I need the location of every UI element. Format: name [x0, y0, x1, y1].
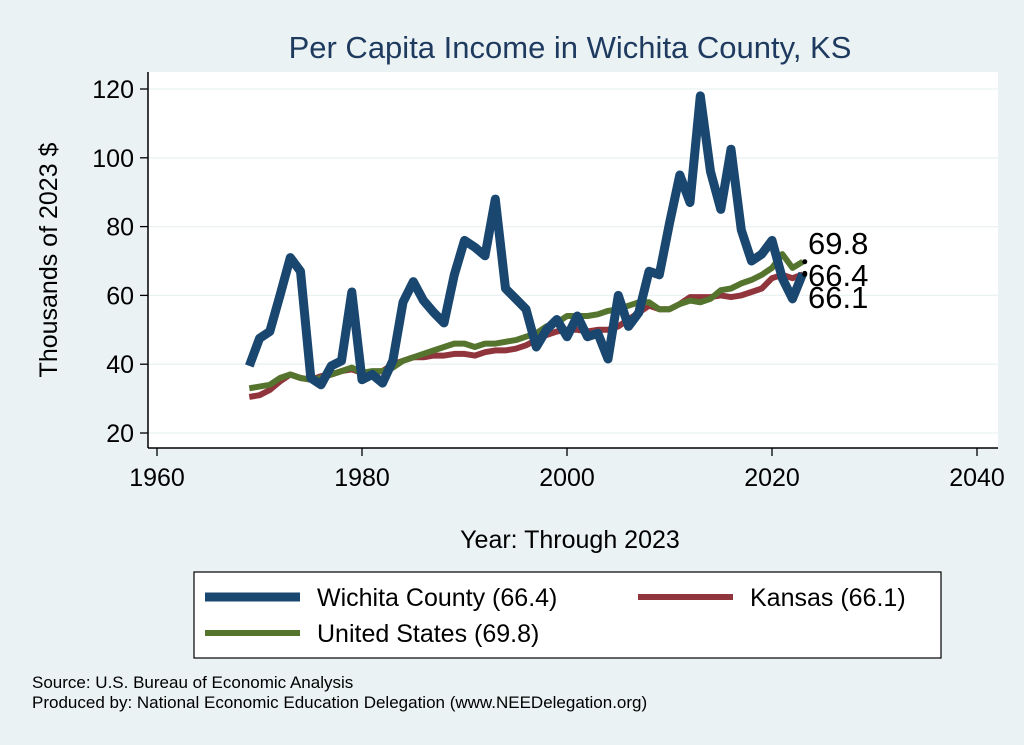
- x-tick-label: 2040: [949, 464, 1005, 492]
- x-tick-label: 2000: [539, 464, 595, 492]
- series-group: [245, 91, 808, 400]
- series-line-wichita-county: [245, 91, 807, 390]
- y-tick-label: 100: [92, 145, 134, 173]
- x-tick-label: 2020: [744, 464, 800, 492]
- y-tick-label: 60: [106, 282, 134, 310]
- y-axis-title: Thousands of 2023 $: [35, 142, 63, 377]
- y-tick-label: 40: [106, 351, 134, 379]
- x-tick-label: 1960: [129, 464, 185, 492]
- gridlines: [148, 88, 998, 434]
- produced-by-note: Produced by: National Economic Education…: [32, 693, 647, 712]
- y-tick-label: 120: [92, 76, 134, 104]
- legend-label-wichita-county: Wichita County (66.4): [317, 584, 557, 612]
- chart-title: Per Capita Income in Wichita County, KS: [289, 30, 852, 65]
- source-note: Source: U.S. Bureau of Economic Analysis: [32, 673, 353, 692]
- end-point-kansas: [802, 271, 808, 277]
- x-axis-ticks: 1960 1980 2000 2020 2040: [129, 448, 1005, 492]
- legend-box: [193, 571, 942, 659]
- y-axis-ticks: 20 40 60 80 100 120: [92, 76, 148, 448]
- end-label-wichita-county: 66.4: [808, 258, 868, 293]
- end-point-united-states: [802, 259, 808, 265]
- end-label-united-states: 69.8: [808, 226, 868, 261]
- plot-area: [148, 72, 998, 448]
- series-line-united-states: [248, 251, 805, 392]
- legend-label-kansas: Kansas (66.1): [750, 584, 906, 612]
- x-tick-label: 1980: [334, 464, 390, 492]
- legend: Wichita County (66.4) Kansas (66.1) Unit…: [193, 571, 942, 659]
- x-axis-title: Year: Through 2023: [460, 526, 680, 554]
- legend-label-united-states: United States (69.8): [317, 620, 539, 648]
- y-tick-label: 20: [106, 420, 134, 448]
- end-label-kansas: 66.1: [808, 280, 868, 315]
- y-tick-label: 80: [106, 214, 134, 242]
